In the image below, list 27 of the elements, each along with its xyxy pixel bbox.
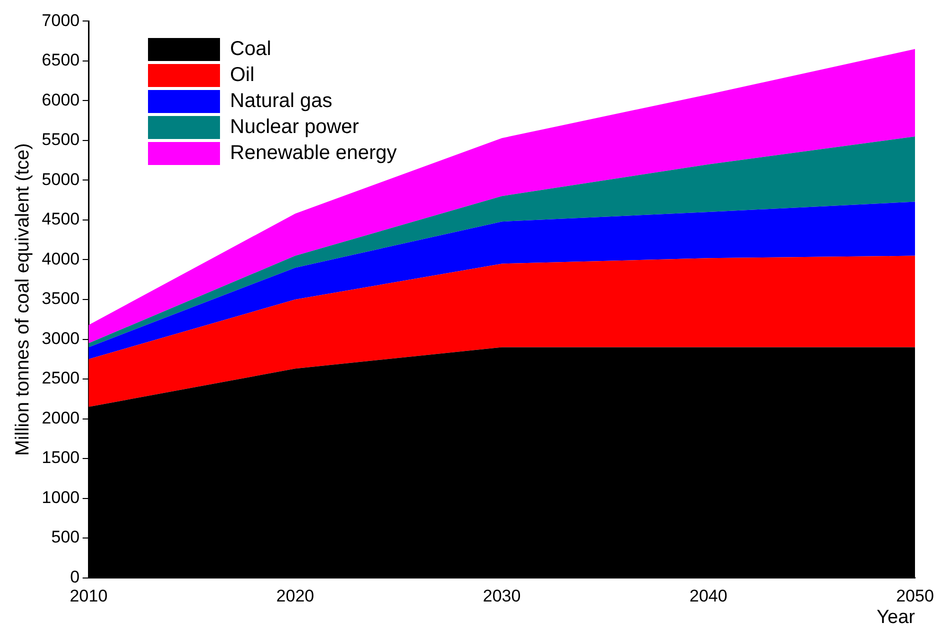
y-tick-label: 5500 [42, 130, 80, 150]
y-tick-label: 4000 [42, 249, 80, 268]
legend-label: Coal [230, 38, 272, 61]
y-tick-label: 2000 [42, 408, 80, 428]
x-tick-label: 2050 [896, 586, 934, 606]
legend-label: Renewable energy [230, 142, 397, 165]
y-tick-label: 6500 [42, 50, 80, 70]
legend-label: Oil [230, 64, 254, 87]
y-axis-title: Million tonnes of coal equivalent (tce) [12, 143, 34, 456]
x-tick-label: 2010 [70, 586, 108, 606]
y-tick-label: 3000 [42, 328, 80, 348]
x-tick-label: 2030 [482, 586, 521, 606]
y-tick-label: 7000 [42, 10, 80, 30]
y-tick-label: 4500 [42, 210, 80, 229]
y-tick-label: 6000 [42, 90, 80, 110]
y-tick-label: 5000 [42, 170, 80, 189]
y-tick-label: 1500 [42, 448, 80, 468]
y-tick-label: 3500 [42, 289, 80, 308]
y-tick-label: 0 [70, 567, 80, 586]
x-axis-title: Year [876, 606, 916, 628]
x-tick-label: 2040 [689, 586, 728, 606]
legend-label: Natural gas [230, 90, 332, 113]
y-tick-label: 2500 [42, 368, 80, 388]
y-tick-label: 1000 [42, 488, 80, 507]
x-tick-label: 2020 [276, 586, 314, 606]
legend-label: Nuclear power [230, 116, 359, 139]
y-tick-label: 500 [51, 528, 80, 547]
